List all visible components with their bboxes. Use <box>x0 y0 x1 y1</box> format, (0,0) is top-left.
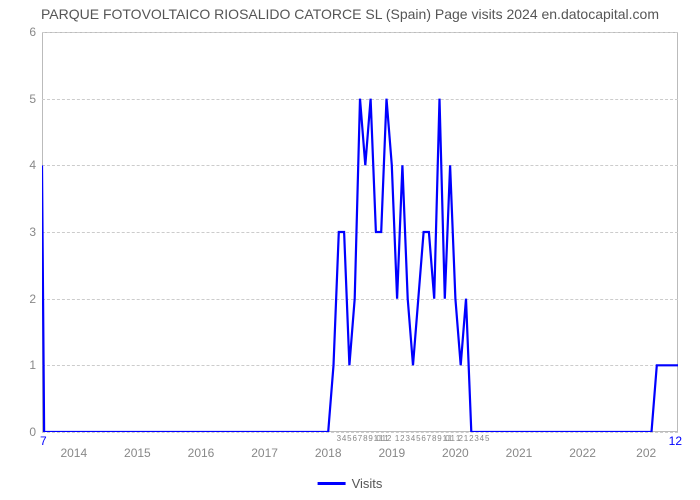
x-tick-minor-label: 4 <box>480 432 484 443</box>
x-tick-major-label: 2015 <box>124 432 151 460</box>
x-tick-major-label: 2017 <box>251 432 278 460</box>
y-tick-label: 4 <box>6 158 42 172</box>
x-tick-major-label: 2016 <box>188 432 215 460</box>
x-tick-minor-label: 5 <box>485 432 489 443</box>
x-tick-minor-label: 3 <box>405 432 409 443</box>
x-tick-minor-label: 1 <box>395 432 399 443</box>
x-tick-minor-label: 6 <box>352 432 356 443</box>
x-tick-minor-label: 3 <box>474 432 478 443</box>
y-tick-label: 1 <box>6 358 42 372</box>
x-tick-minor-label: 6 <box>421 432 425 443</box>
legend: Visits <box>318 476 383 491</box>
x-tick-minor-label: 4 <box>411 432 415 443</box>
plot-area: 0123456 20142015201620172018201920202021… <box>42 32 678 432</box>
x-tick-minor-label: 9 <box>437 432 441 443</box>
y-tick-label: 0 <box>6 425 42 439</box>
legend-label: Visits <box>352 476 383 491</box>
x-tick-minor-label: 2 <box>458 432 462 443</box>
y-tick-label: 2 <box>6 292 42 306</box>
line-series <box>42 32 678 432</box>
x-tick-minor-label: 1 <box>464 432 468 443</box>
y-tick-label: 5 <box>6 92 42 106</box>
x-tick-minor-label: 2 <box>400 432 404 443</box>
x-tick-minor-label: 5 <box>416 432 420 443</box>
corner-number-bottom-left: 7 <box>40 434 47 448</box>
chart-title: PARQUE FOTOVOLTAICO RIOSALIDO CATORCE SL… <box>0 6 700 22</box>
x-tick-minor-label: 7 <box>427 432 431 443</box>
x-tick-minor-label: 1 <box>451 432 455 443</box>
legend-swatch <box>318 482 346 485</box>
x-tick-minor-label: 9 <box>368 432 372 443</box>
x-tick-minor-label: 8 <box>363 432 367 443</box>
y-tick-label: 3 <box>6 225 42 239</box>
corner-number-bottom-right: 12 <box>669 434 682 448</box>
y-tick-label: 6 <box>6 25 42 39</box>
x-tick-minor-label: 2 <box>387 432 391 443</box>
x-tick-major-label: 2022 <box>569 432 596 460</box>
x-tick-major-label: 202 <box>636 432 656 460</box>
x-tick-minor-label: 4 <box>342 432 346 443</box>
visits-line <box>42 99 678 432</box>
x-tick-major-label: 2014 <box>60 432 87 460</box>
x-tick-minor-label: 5 <box>347 432 351 443</box>
x-tick-minor-label: 3 <box>337 432 341 443</box>
x-tick-major-label: 2021 <box>506 432 533 460</box>
x-tick-minor-label: 8 <box>432 432 436 443</box>
x-tick-minor-label: 2 <box>469 432 473 443</box>
x-tick-minor-label: 7 <box>358 432 362 443</box>
